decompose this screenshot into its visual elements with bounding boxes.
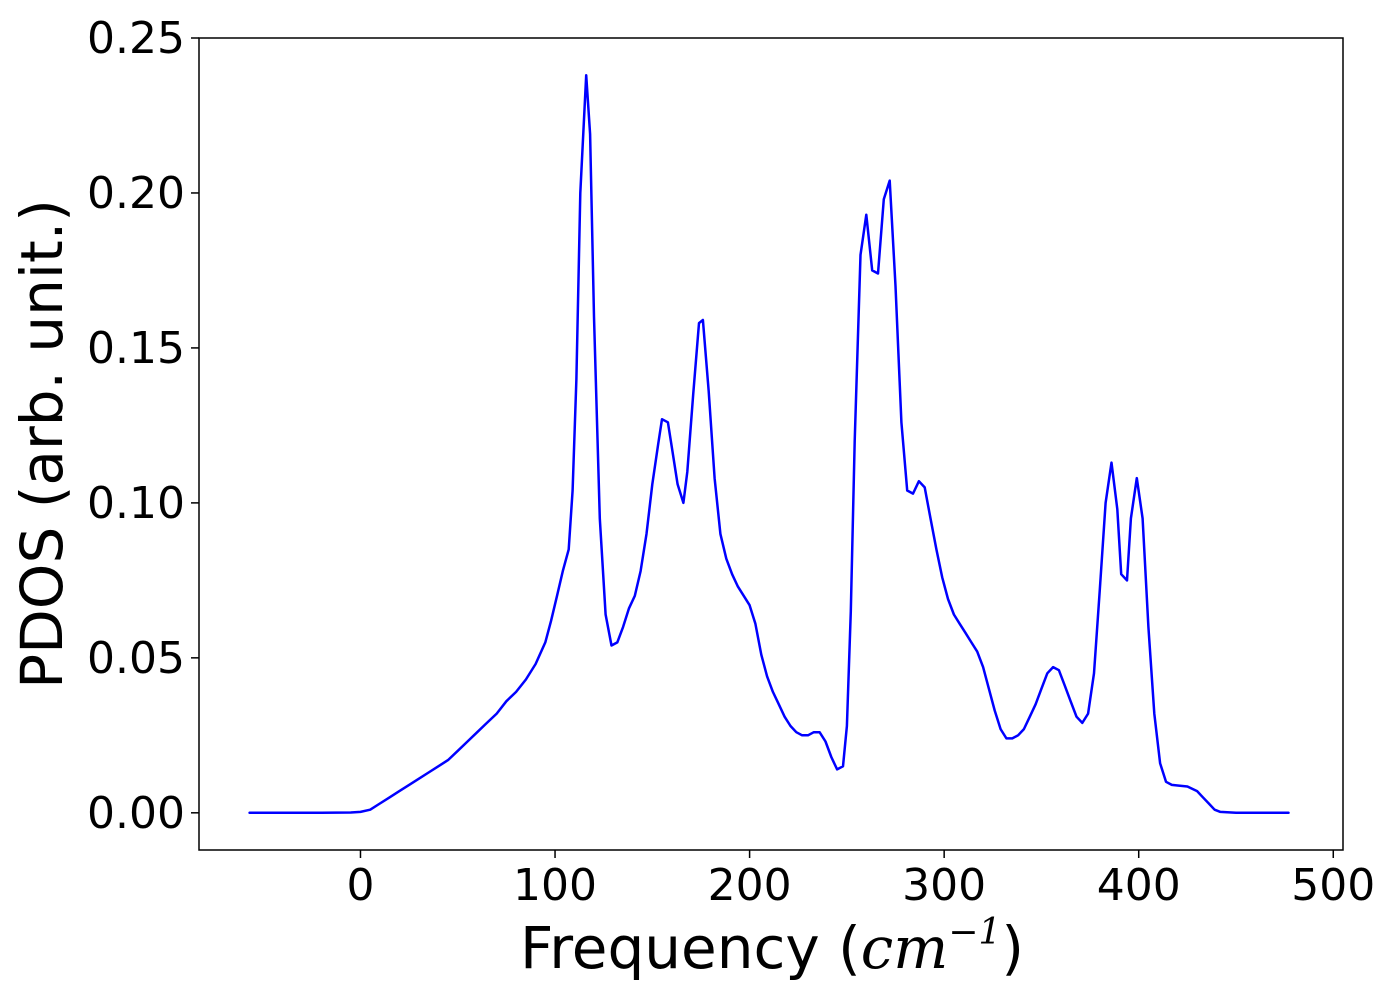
- y-tick-label: 0.05: [87, 633, 185, 684]
- x-axis-label: Frequency (cm−1): [520, 912, 1024, 982]
- y-tick-label: 0.25: [87, 13, 185, 64]
- x-tick-label: 100: [513, 860, 597, 911]
- y-tick-label: 0.10: [87, 478, 185, 529]
- x-tick-label: 200: [708, 860, 792, 911]
- y-tick-label: 0.20: [87, 168, 185, 219]
- y-axis-label: PDOS (arb. unit.): [8, 199, 76, 689]
- x-axis: 0 100 200 300 400 500: [346, 850, 1375, 911]
- x-tick-label: 400: [1097, 860, 1181, 911]
- y-axis: 0.00 0.05 0.10 0.15 0.20 0.25: [87, 13, 199, 839]
- plot-frame: [198, 37, 1344, 851]
- y-tick-label: 0.15: [87, 323, 185, 374]
- plot-area: [248, 73, 1290, 815]
- x-tick-label: 500: [1291, 860, 1375, 911]
- x-tick-label: 300: [902, 860, 986, 911]
- y-tick-label: 0.00: [87, 788, 185, 839]
- x-tick-label: 0: [346, 860, 374, 911]
- pdos-series-line: [248, 73, 1290, 815]
